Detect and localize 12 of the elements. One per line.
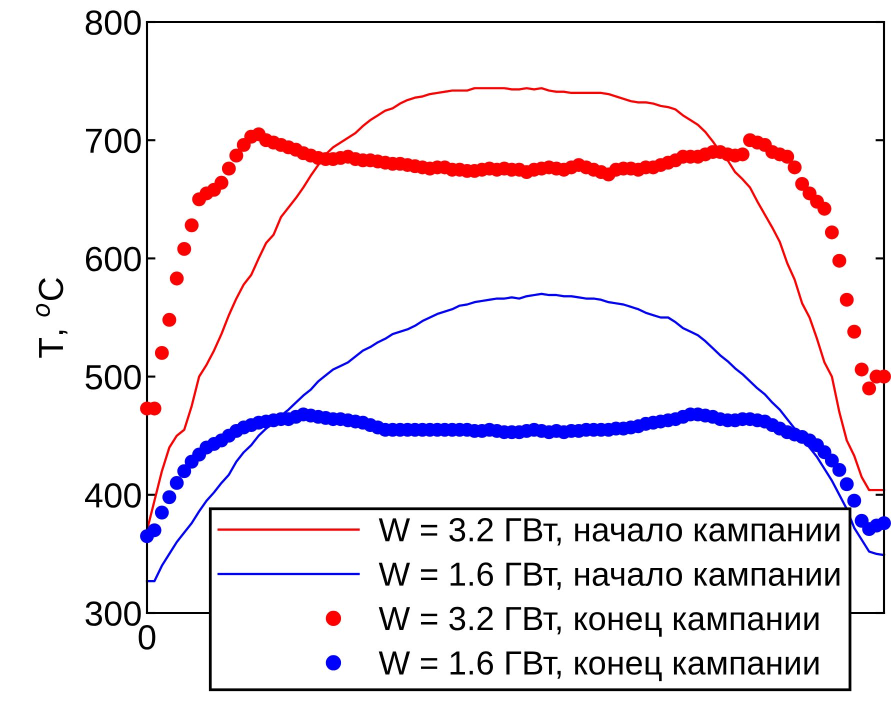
y-tick-label: 500 bbox=[86, 364, 141, 390]
legend-label: W = 3.2 ГВт, начало кампании bbox=[378, 518, 840, 546]
y-tick-label: 700 bbox=[86, 128, 141, 154]
y-tick-label: 800 bbox=[86, 10, 141, 35]
y-tick-label: 400 bbox=[85, 483, 141, 508]
x-tick-label: 0 bbox=[138, 625, 156, 650]
legend-label: W = 1.6 ГВт, начало кампании bbox=[378, 562, 840, 590]
y-tick-label: 600 bbox=[86, 246, 141, 272]
legend-label: W = 3.2 ГВт, конец кампании bbox=[378, 606, 818, 637]
y-tick-label: 300 bbox=[86, 601, 141, 626]
y-axis-title: T, $^{o}$C bbox=[36, 278, 68, 358]
legend-label: W = 1.6 ГВт, конец кампании bbox=[378, 651, 818, 682]
